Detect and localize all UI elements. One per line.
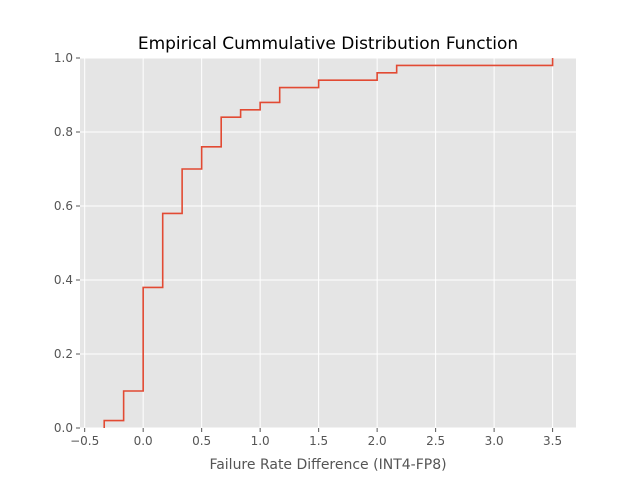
x-tick-label: 0.5 bbox=[192, 434, 211, 448]
x-tick-label: 1.0 bbox=[251, 434, 270, 448]
series-layer bbox=[103, 58, 554, 428]
ecdf-step-line bbox=[103, 58, 554, 428]
y-axis-ticks: 0.0 0.2 0.4 0.6 0.8 1.0 bbox=[54, 51, 80, 435]
plot-background bbox=[80, 58, 576, 428]
x-tick-label: 1.5 bbox=[309, 434, 328, 448]
chart-title: Empirical Cummulative Distribution Funct… bbox=[138, 34, 518, 54]
x-tick-label: 2.5 bbox=[426, 434, 445, 448]
y-tick-label: 1.0 bbox=[54, 51, 73, 65]
x-tick-label: −0.5 bbox=[70, 434, 99, 448]
x-tick-label: 3.0 bbox=[485, 434, 504, 448]
y-tick-label: 0.4 bbox=[54, 273, 73, 287]
y-tick-label: 0.0 bbox=[54, 421, 73, 435]
x-tick-label: 2.0 bbox=[368, 434, 387, 448]
x-axis-label: Failure Rate Difference (INT4-FP8) bbox=[209, 457, 446, 473]
y-tick-label: 0.6 bbox=[54, 199, 73, 213]
y-tick-label: 0.2 bbox=[54, 347, 73, 361]
x-axis-ticks: −0.5 0.0 0.5 1.0 1.5 2.0 2.5 3.0 3.5 bbox=[70, 428, 562, 448]
x-tick-label: 0.0 bbox=[134, 434, 153, 448]
x-tick-label: 3.5 bbox=[543, 434, 562, 448]
y-tick-label: 0.8 bbox=[54, 125, 73, 139]
